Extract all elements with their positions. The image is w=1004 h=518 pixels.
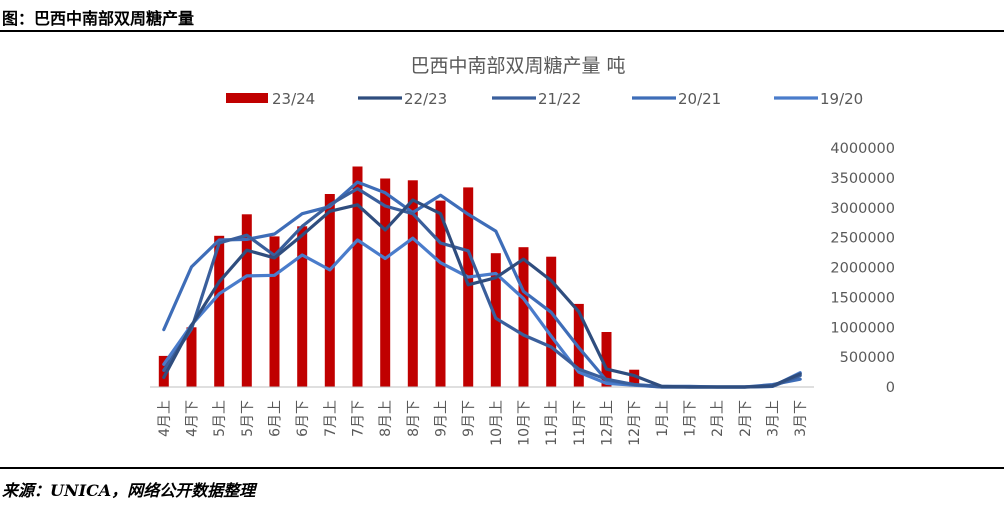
y-tick-label: 3500000 bbox=[830, 171, 895, 187]
figure-header: 图：巴西中南部双周糖产量 bbox=[0, 0, 1004, 31]
bar-23/24-9月下 bbox=[463, 187, 474, 387]
x-tick-label: 3月上 bbox=[766, 400, 782, 437]
x-tick-label: 10月下 bbox=[517, 400, 533, 446]
chart-title: 巴西中南部双周糖产量 吨 bbox=[410, 55, 625, 77]
x-tick-label: 6月上 bbox=[268, 400, 284, 437]
x-tick-label: 10月上 bbox=[489, 400, 505, 446]
bar-23/24-12月下 bbox=[629, 369, 640, 387]
x-tick-label: 2月上 bbox=[710, 400, 726, 437]
bar-23/24-8月下 bbox=[407, 180, 418, 387]
line-19/20 bbox=[162, 236, 802, 389]
bar-23/24-4月下 bbox=[186, 327, 197, 388]
line-22/23 bbox=[162, 198, 802, 389]
y-tick-label: 3000000 bbox=[830, 201, 895, 217]
x-tick-label: 3月下 bbox=[793, 400, 809, 437]
line-21/22 bbox=[162, 187, 802, 389]
y-tick-label: 1500000 bbox=[830, 290, 895, 306]
bar-23/24-9月上 bbox=[435, 200, 446, 387]
bar-23/24-7月下 bbox=[352, 166, 363, 387]
x-tick-label: 4月上 bbox=[157, 400, 173, 437]
y-tick-label: 500000 bbox=[840, 350, 895, 366]
x-tick-label: 5月上 bbox=[212, 400, 228, 437]
bar-series bbox=[158, 166, 640, 388]
legend-label-21/22: 21/22 bbox=[538, 90, 581, 108]
legend-label-19/20: 19/20 bbox=[820, 90, 863, 108]
x-tick-label: 5月下 bbox=[240, 400, 256, 437]
legend-label-22/23: 22/23 bbox=[404, 90, 447, 108]
x-tick-label: 2月下 bbox=[738, 400, 754, 437]
x-tick-label: 6月下 bbox=[295, 400, 311, 437]
bar-23/24-5月下 bbox=[241, 214, 252, 387]
bar-23/24-11月上 bbox=[546, 256, 557, 387]
bar-23/24-5月上 bbox=[214, 235, 225, 387]
x-axis-ticks: 4月上 4月下 5月上 5月下 6月上 6月下 7月上 7月下 8月上 8月下 9月上 9月下 10月上… bbox=[157, 400, 809, 446]
bar-23/24-12月上 bbox=[601, 332, 612, 387]
bar-23/24-6月上 bbox=[269, 236, 280, 387]
y-tick-label: 1000000 bbox=[830, 320, 895, 336]
figure-caption: 图：巴西中南部双周糖产量 bbox=[2, 9, 195, 28]
x-tick-label: 11月下 bbox=[572, 400, 588, 446]
x-tick-label: 7月上 bbox=[323, 400, 339, 437]
x-tick-label: 8月下 bbox=[406, 400, 422, 437]
legend-swatch-23/24 bbox=[226, 93, 268, 103]
chart-legend: 23/24 22/23 21/22 20/21 19/20 bbox=[226, 90, 863, 108]
x-tick-label: 1月上 bbox=[655, 400, 671, 437]
x-tick-label: 8月上 bbox=[378, 400, 394, 437]
bar-23/24-10月下 bbox=[518, 247, 529, 387]
legend-label-20/21: 20/21 bbox=[678, 90, 721, 108]
x-tick-label: 4月下 bbox=[185, 400, 201, 437]
bar-23/24-8月上 bbox=[380, 178, 391, 387]
y-tick-label: 0 bbox=[886, 380, 895, 396]
sugar-production-chart: 巴西中南部双周糖产量 吨 23/24 22/23 21/22 20/21 19/20 0… bbox=[150, 55, 895, 446]
legend-label-23/24: 23/24 bbox=[272, 90, 315, 108]
x-tick-label: 9月上 bbox=[434, 400, 450, 437]
x-tick-label: 12月下 bbox=[627, 400, 643, 446]
x-tick-label: 11月上 bbox=[544, 400, 560, 446]
y-tick-label: 2500000 bbox=[830, 231, 895, 247]
top-rule bbox=[0, 30, 1004, 32]
line-series bbox=[162, 180, 802, 389]
x-tick-label: 9月下 bbox=[461, 400, 477, 437]
bar-23/24-7月上 bbox=[324, 194, 335, 387]
y-axis-ticks: 0 500000 1000000 1500000 2000000 2500000 30000… bbox=[830, 141, 895, 396]
x-tick-label: 12月上 bbox=[600, 400, 616, 446]
y-tick-label: 4000000 bbox=[830, 141, 895, 157]
y-tick-label: 2000000 bbox=[830, 261, 895, 277]
source-note: 来源：UNICA，网络公开数据整理 bbox=[2, 481, 256, 500]
x-tick-label: 7月下 bbox=[351, 400, 367, 437]
bar-23/24-6月下 bbox=[297, 226, 308, 387]
bottom-rule bbox=[0, 467, 1004, 469]
x-tick-label: 1月下 bbox=[683, 400, 699, 437]
